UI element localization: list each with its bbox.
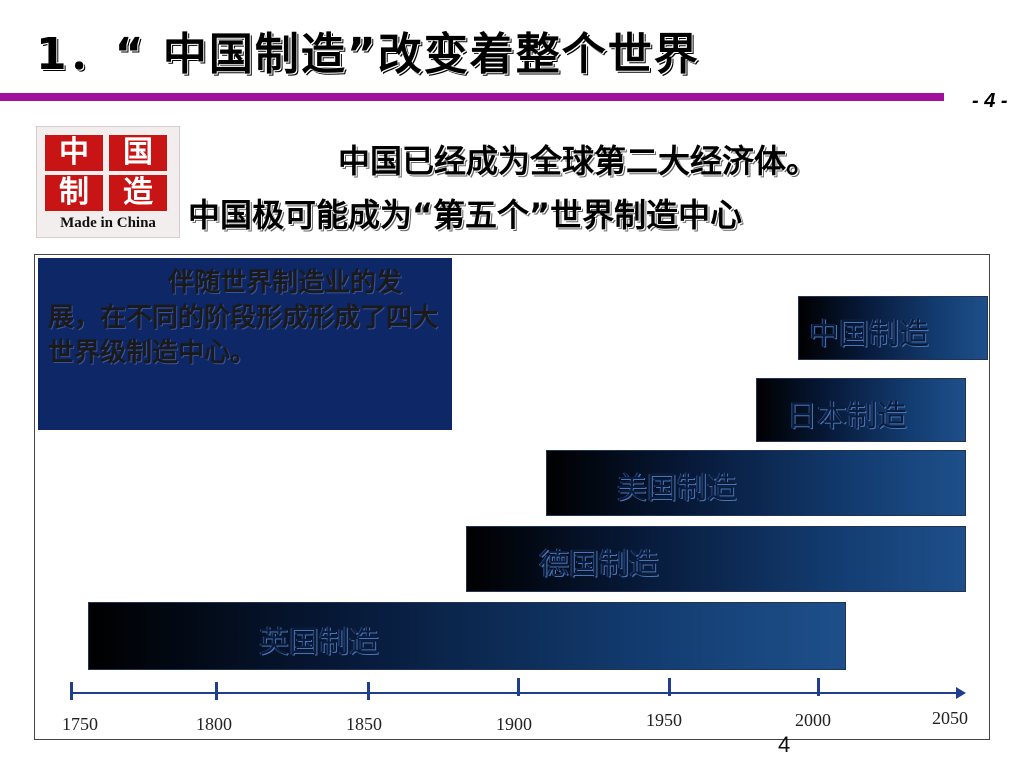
axis-label-1750: 1750 (62, 714, 98, 734)
bar-china: 中国制造 (798, 296, 988, 360)
bar-label-usa: 美国制造 (617, 471, 737, 506)
info-text: 伴随世界制造业的发展，在不同的阶段形成形成了四大世界级制造中心。 (48, 268, 439, 368)
timeline-axis (72, 692, 960, 694)
bar-britain: 英国制造 (88, 602, 846, 670)
axis-arrow-icon (956, 687, 966, 699)
logo-char-3: 制 (45, 175, 103, 211)
axis-label-1900: 1900 (496, 714, 532, 734)
logo-caption: Made in China (60, 215, 156, 231)
bar-japan: 日本制造 (756, 378, 966, 442)
bar-germany: 德国制造 (466, 526, 966, 592)
axis-tick (367, 682, 370, 700)
page-number: - 4 - (972, 90, 1008, 112)
axis-tick (668, 678, 671, 696)
axis-tick (517, 678, 520, 696)
axis-label-1800: 1800 (196, 714, 232, 734)
axis-label-2000: 2000 (795, 710, 831, 730)
axis-label-1950: 1950 (646, 710, 682, 730)
axis-tick (70, 682, 73, 700)
bar-label-china: 中国制造 (809, 317, 929, 352)
title-underline (0, 93, 944, 101)
headline-line-1: 中国已经成为全球第二大经济体。 (338, 142, 819, 180)
logo-char-2: 国 (109, 135, 167, 171)
bar-label-britain: 英国制造 (259, 625, 379, 660)
bar-label-japan: 日本制造 (787, 399, 907, 434)
headline-line-2: 中国极可能成为“第五个”世界制造中心 (188, 196, 743, 234)
logo-char-4: 造 (109, 175, 167, 211)
axis-tick (215, 682, 218, 700)
bar-usa: 美国制造 (546, 450, 966, 516)
made-in-china-logo: 中 国 制 造 Made in China (36, 126, 180, 238)
axis-label-1850: 1850 (346, 714, 382, 734)
footer-number: 4 (778, 732, 791, 757)
info-box: 伴随世界制造业的发展，在不同的阶段形成形成了四大世界级制造中心。 (38, 258, 452, 430)
logo-char-1: 中 (45, 135, 103, 171)
axis-tick (817, 678, 820, 696)
slide-title: 1．“ 中国制造”改变着整个世界 (36, 29, 700, 80)
bar-label-germany: 德国制造 (539, 547, 659, 582)
axis-label-2050: 2050 (932, 708, 968, 728)
logo-characters: 中 国 制 造 (41, 133, 173, 213)
